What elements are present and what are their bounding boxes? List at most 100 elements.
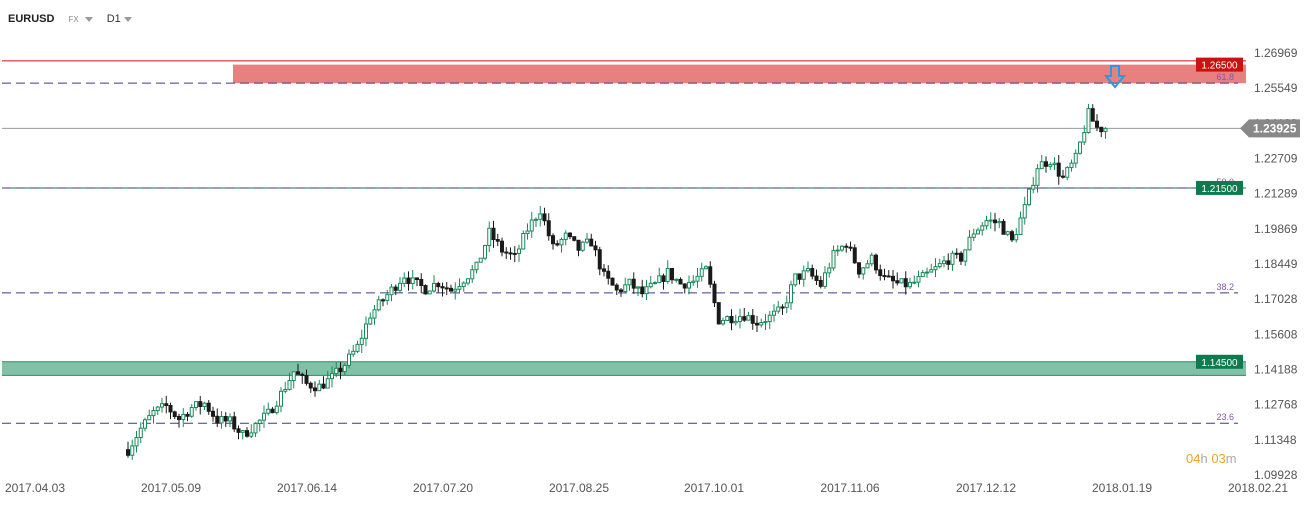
candle-body-179 <box>886 275 891 278</box>
candle-body-100 <box>551 235 555 245</box>
candle-body-51 <box>342 364 347 373</box>
candle-body-53 <box>351 350 356 355</box>
candle-body-157 <box>793 273 798 286</box>
x-tick-label-8: 2018.01.19 <box>1092 481 1152 495</box>
candle-body-163 <box>818 279 823 287</box>
candle-body-184 <box>908 282 912 288</box>
candle-body-71 <box>427 290 432 295</box>
y-tick-label-1: 1.25549 <box>1254 81 1298 95</box>
candle-body-69 <box>419 278 424 287</box>
candle-body-196 <box>959 252 963 262</box>
candle-body-8 <box>160 403 164 408</box>
candle-body-72 <box>432 282 436 292</box>
candle-body-76 <box>449 287 453 292</box>
candle-body-224 <box>1078 141 1082 154</box>
fib-label-38.2: 38.2 <box>1216 282 1234 292</box>
candle-body-7 <box>155 406 160 411</box>
candle-body-27 <box>240 430 245 433</box>
candle-body-95 <box>529 219 534 232</box>
candle-body-203 <box>988 219 993 222</box>
candle-body-10 <box>168 404 173 413</box>
candle-body-37 <box>283 388 288 392</box>
candle-body-182 <box>899 278 904 284</box>
candle-body-136 <box>704 266 708 270</box>
countdown-minutes-unit: m <box>1225 451 1237 466</box>
candle-body-94 <box>525 230 530 234</box>
candle-body-0 <box>126 449 130 456</box>
candle-body-145 <box>742 316 747 321</box>
candle-body-172 <box>857 262 861 275</box>
timeframe-dropdown-chevron-icon[interactable] <box>123 16 132 22</box>
candle-body-146 <box>746 315 751 321</box>
candle-body-117 <box>623 284 628 293</box>
candle-body-218 <box>1052 162 1057 166</box>
candle-body-134 <box>695 275 700 282</box>
candle-body-230 <box>1103 127 1108 133</box>
candle-body-28 <box>245 430 249 437</box>
y-tick-label-4: 1.21289 <box>1254 187 1298 201</box>
candle-body-36 <box>279 390 283 407</box>
candle-body-50 <box>338 367 343 373</box>
candle-body-87 <box>495 238 500 242</box>
candle-body-171 <box>852 247 857 264</box>
candle-body-150 <box>763 321 768 324</box>
candle-body-101 <box>555 243 560 246</box>
candle-body-4 <box>143 419 147 429</box>
candle-body-21 <box>215 415 220 424</box>
y-tick-label-11: 1.11348 <box>1254 433 1297 447</box>
candle-body-217 <box>1048 164 1053 167</box>
candle-body-31 <box>257 419 262 424</box>
market-dropdown-chevron-icon[interactable] <box>84 16 93 22</box>
candle-body-192 <box>942 260 946 265</box>
candle-body-84 <box>483 245 487 259</box>
countdown-hours-unit: h <box>1200 451 1208 466</box>
candle-body-44 <box>313 387 317 392</box>
timeframe-label[interactable]: D1 <box>106 13 121 25</box>
candle-body-97 <box>538 213 543 220</box>
candle-body-113 <box>606 270 611 279</box>
candle-body-106 <box>576 239 581 251</box>
candle-body-121 <box>640 286 645 295</box>
candle-body-112 <box>602 268 606 272</box>
candle-body-25 <box>232 416 237 430</box>
candle-body-90 <box>508 252 513 255</box>
fib-label-23.6: 23.6 <box>1216 412 1234 422</box>
candle-body-92 <box>517 248 521 254</box>
candle-body-17 <box>198 401 203 408</box>
candle-body-12 <box>177 415 181 421</box>
x-tick-label-2: 2017.06.14 <box>277 481 337 495</box>
candle-body-62 <box>389 286 394 296</box>
y-tick-label-0: 1.26969 <box>1254 46 1298 60</box>
market-type-label[interactable]: FX <box>68 14 79 24</box>
current-price-tag: 1.23925 <box>1253 121 1297 135</box>
candle-body-26 <box>236 428 241 433</box>
current-price-tag-bg <box>1240 119 1300 138</box>
candle-body-195 <box>954 252 959 255</box>
candle-body-168 <box>840 245 844 251</box>
candle-body-46 <box>321 383 326 389</box>
chart-toolbar: EURUSD FX D1 <box>8 10 146 28</box>
candle-body-66 <box>406 277 411 285</box>
candle-body-180 <box>891 275 895 282</box>
candle-body-156 <box>789 284 793 304</box>
candle-body-176 <box>874 254 878 271</box>
candle-body-165 <box>827 267 832 274</box>
candle-body-105 <box>572 236 577 241</box>
symbol-label[interactable]: EURUSD <box>8 13 55 25</box>
candle-body-54 <box>355 343 360 352</box>
candle-body-170 <box>848 246 853 249</box>
candle-body-23 <box>223 416 228 422</box>
candle-body-111 <box>597 249 602 270</box>
candle-body-133 <box>691 280 696 283</box>
candle-body-78 <box>457 285 462 290</box>
candle-body-164 <box>823 272 827 287</box>
candle-body-188 <box>925 271 929 274</box>
candle-body-137 <box>708 266 713 285</box>
candle-body-118 <box>627 278 632 286</box>
candle-body-55 <box>359 337 364 345</box>
candle-body-42 <box>304 374 309 384</box>
candle-body-73 <box>436 282 441 288</box>
countdown-minutes: 03 <box>1211 451 1226 466</box>
